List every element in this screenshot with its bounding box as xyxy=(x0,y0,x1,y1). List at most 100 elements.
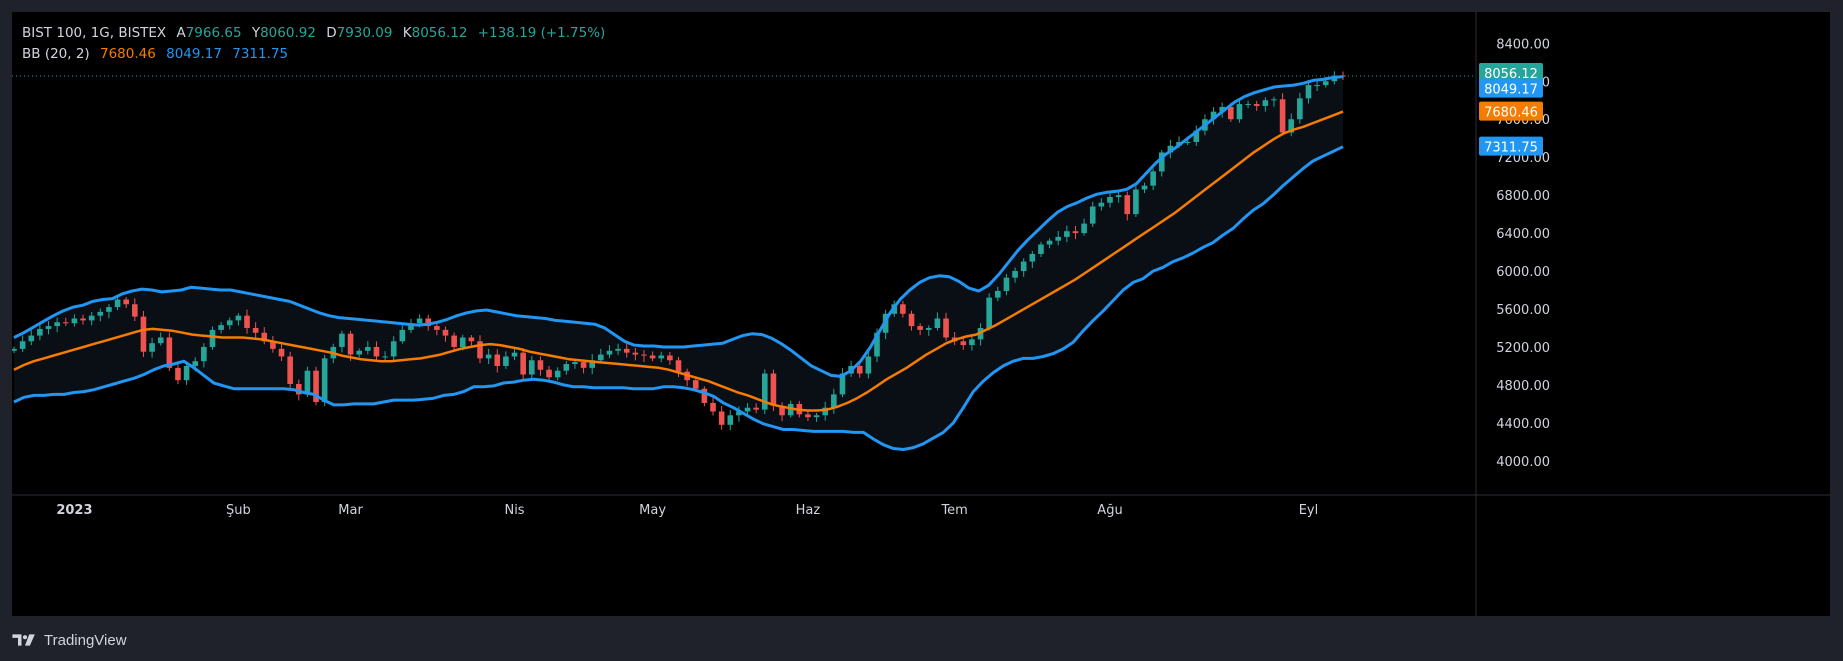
time-tick-label: 2023 xyxy=(56,503,92,518)
candle-body xyxy=(1228,106,1234,120)
candle-body xyxy=(1262,100,1269,106)
legend-high: 8060.92 xyxy=(260,25,316,41)
candle-body xyxy=(969,339,975,346)
candle-body xyxy=(218,325,224,330)
candle-body xyxy=(598,354,604,361)
candle-body xyxy=(1038,244,1044,254)
legend-bb-name[interactable]: BB (20, 2) xyxy=(22,46,90,62)
candle-body xyxy=(736,411,742,416)
price-tick-label: 6800.00 xyxy=(1496,189,1550,204)
tradingview-logo-icon xyxy=(12,634,35,646)
candle-body xyxy=(641,354,647,356)
candle-body xyxy=(365,346,371,351)
candle-body xyxy=(701,388,708,403)
candle-body xyxy=(787,403,794,416)
legend-low: 7930.09 xyxy=(336,25,393,41)
price-tag-close xyxy=(1479,62,1543,82)
candle-body xyxy=(632,352,639,355)
candle-body xyxy=(761,373,768,410)
time-tick-label: Ağu xyxy=(1097,503,1122,518)
candle-body xyxy=(986,297,992,328)
candle-body xyxy=(477,341,483,359)
candle-body xyxy=(1141,185,1148,190)
candle-body xyxy=(995,290,1001,298)
candle-body xyxy=(339,333,345,347)
time-tick-label: Şub xyxy=(226,503,251,518)
candle-body xyxy=(1184,142,1191,144)
candle-body xyxy=(132,304,138,317)
candle-body xyxy=(1167,145,1174,153)
time-tick-label: Haz xyxy=(796,503,821,518)
candle-body xyxy=(226,320,233,326)
candle-body xyxy=(390,341,397,357)
candle-body xyxy=(1297,98,1303,120)
candle-body xyxy=(960,341,967,346)
candle-body xyxy=(865,356,872,374)
candle-body xyxy=(425,318,432,327)
legend-high-label: Y xyxy=(251,25,261,41)
legend-low-label: D xyxy=(326,25,337,41)
price-tick-label: 8400.00 xyxy=(1496,37,1550,52)
candle-body xyxy=(503,356,509,366)
candle-body xyxy=(1210,111,1217,120)
candle-body xyxy=(321,358,328,403)
time-tick-label: Eyl xyxy=(1299,503,1319,518)
chart-svg[interactable]: 8400.008000.007600.007200.006800.006400.… xyxy=(12,12,1830,616)
time-tick-label: May xyxy=(639,503,666,518)
price-tick-label: 4800.00 xyxy=(1496,379,1550,394)
candle-body xyxy=(554,370,561,378)
candle-body xyxy=(589,360,596,368)
price-tag-text-close: 8056.12 xyxy=(1484,67,1538,82)
lower-band-line xyxy=(13,145,1344,451)
time-tick-label: Mar xyxy=(338,503,363,518)
candle-body xyxy=(813,415,820,418)
candle-body xyxy=(166,337,173,368)
candle-body xyxy=(114,299,121,308)
candle-body xyxy=(1279,99,1286,133)
candle-body xyxy=(494,354,501,366)
candle-body xyxy=(1158,152,1165,172)
candle-body xyxy=(822,407,829,416)
legend-symbol[interactable]: BIST 100, 1G, BISTEX xyxy=(22,25,167,41)
candle-body xyxy=(658,355,665,359)
candle-body xyxy=(313,370,319,403)
legend-bb-basis: 7680.46 xyxy=(100,46,156,62)
candle-body xyxy=(675,360,682,372)
price-tick-label: 4000.00 xyxy=(1496,455,1550,470)
candle-body xyxy=(54,322,60,327)
candle-body xyxy=(1089,206,1096,224)
candle-body xyxy=(1253,104,1260,106)
candle-body xyxy=(408,323,414,330)
candle-body xyxy=(28,335,35,342)
legend-close: 8056.12 xyxy=(411,25,468,41)
candle-body xyxy=(839,373,846,395)
legend-bb-lower: 7311.75 xyxy=(232,46,289,62)
candle-body xyxy=(244,315,250,328)
candle-body xyxy=(1322,81,1329,86)
legend-bollinger: BB (20, 2) 7680.46 8049.17 7311.75 xyxy=(22,45,294,63)
candle-body xyxy=(718,411,725,425)
price-tick-label: 5600.00 xyxy=(1496,303,1550,318)
candle-body xyxy=(1236,104,1243,120)
candle-body xyxy=(667,355,673,361)
candle-body xyxy=(295,383,302,395)
brand-name: TradingView xyxy=(44,631,127,649)
chart-pane[interactable]: 8400.008000.007600.007200.006800.006400.… xyxy=(12,12,1830,616)
price-tag-text-basis: 7680.46 xyxy=(1484,106,1538,121)
candle-body xyxy=(468,337,475,342)
candle-body xyxy=(442,329,449,336)
candle-body xyxy=(140,316,147,352)
candle-body xyxy=(805,414,811,418)
candle-body xyxy=(12,348,17,351)
candle-body xyxy=(1288,119,1295,133)
candle-body xyxy=(1340,75,1346,77)
footer-branding: TradingView xyxy=(12,629,127,651)
legend-close-label: K xyxy=(402,25,412,41)
price-tag-lower xyxy=(1479,136,1543,156)
candle-body xyxy=(917,326,923,330)
candle-body xyxy=(149,343,155,352)
upper-band-line xyxy=(13,75,1344,378)
candle-body xyxy=(97,311,104,316)
candle-body xyxy=(874,332,880,357)
candle-body xyxy=(19,341,26,349)
